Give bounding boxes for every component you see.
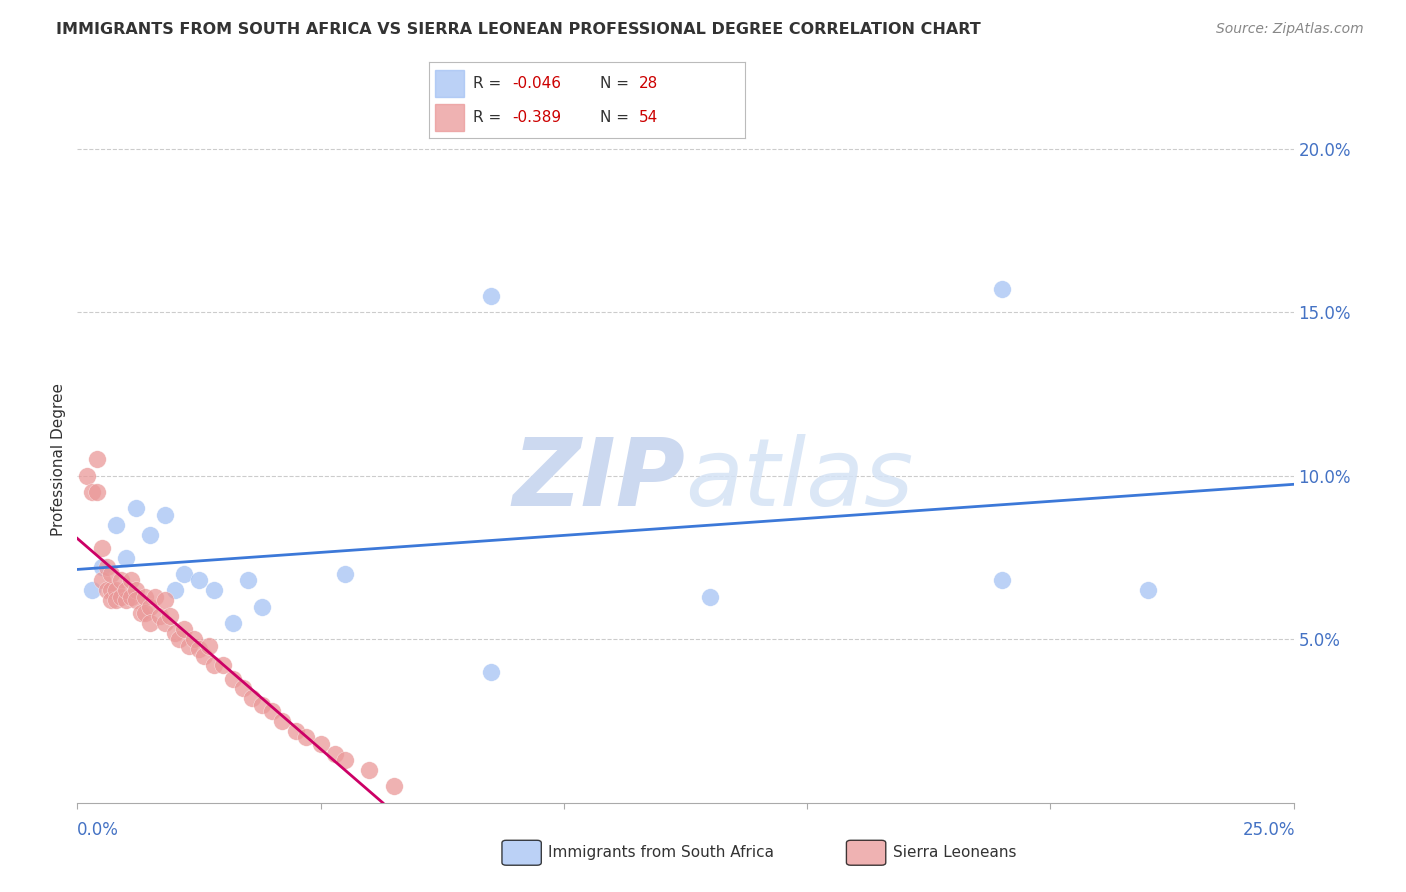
Text: Source: ZipAtlas.com: Source: ZipAtlas.com [1216, 22, 1364, 37]
Point [129, 606, 152, 620]
Point [110, 590, 132, 604]
Text: IMMIGRANTS FROM SOUTH AFRICA VS SIERRA LEONEAN PROFESSIONAL DEGREE CORRELATION C: IMMIGRANTS FROM SOUTH AFRICA VS SIERRA L… [56, 22, 981, 37]
Point [139, 615, 162, 630]
Point [222, 615, 245, 630]
Point [153, 508, 176, 522]
Point [100, 583, 122, 598]
Point [125, 583, 148, 598]
Text: R =: R = [472, 76, 506, 91]
Point [250, 599, 273, 614]
Point [699, 590, 721, 604]
Point [202, 658, 225, 673]
Point [163, 625, 186, 640]
Text: 28: 28 [640, 76, 658, 91]
Bar [436, 104, 464, 130]
Point [1136, 583, 1159, 598]
Point [115, 593, 138, 607]
Text: atlas: atlas [686, 434, 914, 525]
Point [242, 691, 264, 706]
Point [212, 658, 235, 673]
Point [382, 780, 405, 794]
Point [105, 593, 128, 607]
Point [232, 681, 254, 696]
Text: -0.389: -0.389 [513, 110, 562, 125]
Point [120, 590, 142, 604]
Text: Immigrants from South Africa: Immigrants from South Africa [548, 846, 775, 860]
Point [120, 574, 142, 588]
Point [100, 593, 122, 607]
Point [183, 632, 205, 647]
Point [80, 583, 103, 598]
Point [139, 527, 162, 541]
Point [236, 574, 259, 588]
Point [285, 723, 308, 738]
Point [193, 648, 215, 663]
Point [115, 550, 138, 565]
Point [125, 501, 148, 516]
Text: Sierra Leoneans: Sierra Leoneans [893, 846, 1017, 860]
Point [333, 753, 356, 767]
Point [115, 583, 138, 598]
Point [90, 574, 112, 588]
Point [250, 698, 273, 712]
Text: N =: N = [600, 110, 634, 125]
Point [188, 642, 211, 657]
Text: 54: 54 [640, 110, 658, 125]
Point [197, 639, 219, 653]
Text: R =: R = [472, 110, 506, 125]
Point [134, 606, 156, 620]
Y-axis label: Professional Degree: Professional Degree [51, 383, 66, 536]
Point [202, 583, 225, 598]
Point [96, 560, 118, 574]
Point [110, 574, 132, 588]
Point [86, 485, 108, 500]
Point [139, 599, 162, 614]
Point [260, 704, 283, 718]
Point [188, 574, 211, 588]
Point [86, 452, 108, 467]
Point [76, 468, 98, 483]
Point [479, 289, 502, 303]
Point [159, 609, 181, 624]
Text: 25.0%: 25.0% [1243, 821, 1295, 838]
Text: N =: N = [600, 76, 634, 91]
Point [270, 714, 292, 728]
Point [149, 609, 172, 624]
Point [163, 583, 186, 598]
Point [96, 583, 118, 598]
Point [134, 590, 156, 604]
Point [90, 541, 112, 555]
Point [80, 485, 103, 500]
Point [309, 737, 332, 751]
Point [105, 517, 128, 532]
Point [125, 593, 148, 607]
Text: -0.046: -0.046 [513, 76, 561, 91]
Point [990, 282, 1012, 296]
Point [295, 731, 318, 745]
Point [173, 566, 195, 581]
Point [169, 632, 191, 647]
Point [179, 639, 201, 653]
Bar [436, 70, 464, 96]
Point [153, 593, 176, 607]
Point [333, 566, 356, 581]
Point [359, 763, 381, 777]
Text: ZIP: ZIP [513, 434, 686, 526]
Text: 0.0%: 0.0% [77, 821, 120, 838]
Point [143, 590, 166, 604]
Point [323, 747, 346, 761]
Point [153, 615, 176, 630]
Point [990, 574, 1012, 588]
Point [479, 665, 502, 679]
Point [90, 560, 112, 574]
Point [222, 672, 245, 686]
Point [100, 566, 122, 581]
Point [105, 583, 128, 598]
Point [173, 623, 195, 637]
